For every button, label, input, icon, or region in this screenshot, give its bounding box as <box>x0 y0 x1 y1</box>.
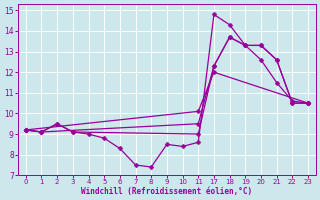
X-axis label: Windchill (Refroidissement éolien,°C): Windchill (Refroidissement éolien,°C) <box>81 187 252 196</box>
